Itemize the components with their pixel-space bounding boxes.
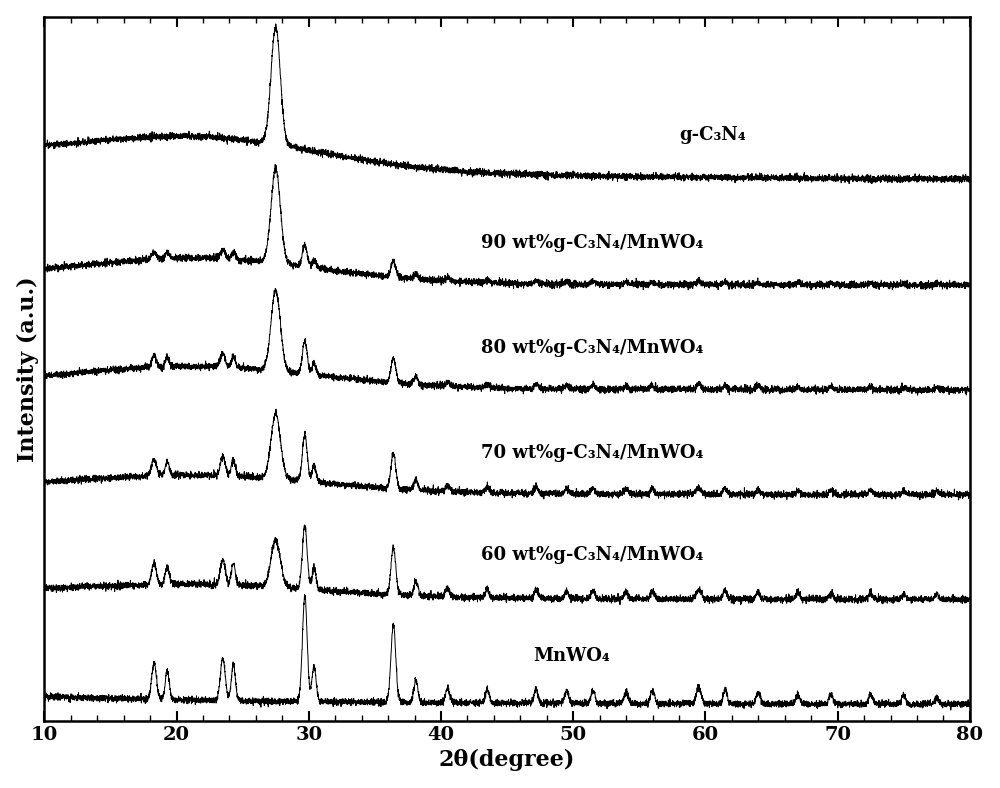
Text: 70 wt%g-C₃N₄/MnWO₄: 70 wt%g-C₃N₄/MnWO₄ [481,444,703,462]
Text: 90 wt%g-C₃N₄/MnWO₄: 90 wt%g-C₃N₄/MnWO₄ [481,235,703,252]
X-axis label: 2θ(degree): 2θ(degree) [439,749,575,771]
Text: 60 wt%g-C₃N₄/MnWO₄: 60 wt%g-C₃N₄/MnWO₄ [481,545,703,563]
Text: 80 wt%g-C₃N₄/MnWO₄: 80 wt%g-C₃N₄/MnWO₄ [481,340,703,357]
Text: g-C₃N₄: g-C₃N₄ [679,126,746,144]
Text: MnWO₄: MnWO₄ [534,647,610,665]
Y-axis label: Intensity (a.u.): Intensity (a.u.) [17,276,39,462]
